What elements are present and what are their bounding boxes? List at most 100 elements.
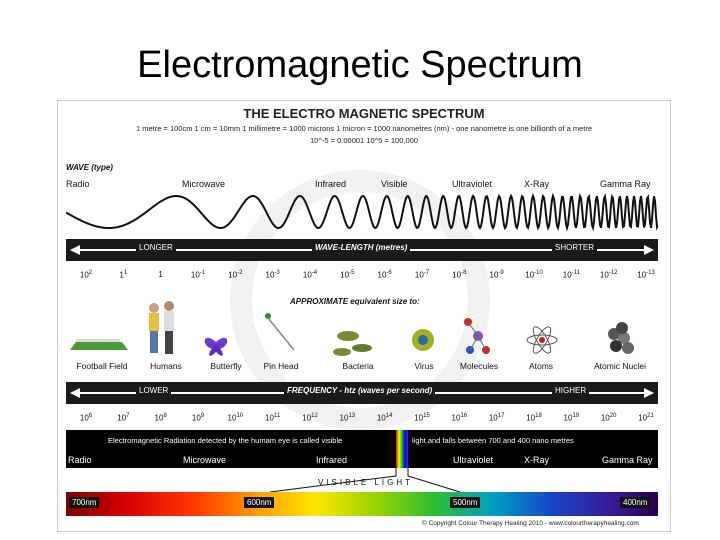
object-label-bacteria: Bacteria bbox=[342, 361, 374, 371]
bacteria-icon bbox=[333, 331, 372, 356]
wavelength-tick-10: 10-8 bbox=[452, 270, 467, 280]
wavelength-shorter: SHORTER bbox=[552, 243, 597, 252]
size-label: APPROXIMATE equivalent size to: bbox=[290, 297, 420, 306]
frequency-tick-5: 1011 bbox=[265, 413, 281, 423]
frequency-tick-15: 1021 bbox=[638, 413, 654, 423]
eye-text-left: Electromagnetic Radiation detected by th… bbox=[108, 436, 343, 445]
spectrum-poster bbox=[57, 100, 671, 532]
frequency-band: LOWER FREQUENCY - htz (waves per second)… bbox=[66, 382, 658, 404]
powers-line: 10^-5 = 0.00001 10^5 = 100,000 bbox=[310, 136, 418, 145]
poster-border bbox=[57, 100, 671, 532]
visible-light-bracket bbox=[270, 468, 460, 493]
wavelength-tick-6: 10-4 bbox=[302, 270, 318, 280]
wavelength-tick-14: 10-12 bbox=[599, 270, 618, 280]
object-label-molecules: Molecules bbox=[459, 361, 499, 371]
arrow-right-icon bbox=[644, 245, 654, 255]
frequency-tick-11: 1017 bbox=[488, 413, 505, 423]
frequency-title: FREQUENCY - htz (waves per second) bbox=[284, 386, 436, 395]
size-objects bbox=[70, 301, 634, 356]
wavelength-tick-12: 10-10 bbox=[525, 270, 543, 280]
eye-band-xray: X-Ray bbox=[524, 455, 550, 465]
poster-title: THE ELECTRO MAGNETIC SPECTRUM bbox=[243, 106, 485, 121]
nm-700: 700nm bbox=[69, 497, 100, 508]
frequency-tick-8: 1014 bbox=[376, 413, 393, 423]
frequency-tick-6: 1012 bbox=[302, 413, 318, 423]
wave-type-infrared: Infrared bbox=[315, 179, 347, 189]
wavelength-ticks: 102 11 1 10-1 10-2 10-3 10-4 10-5 10-6 10-7 10-8 10… bbox=[66, 270, 658, 290]
visible-window bbox=[396, 430, 408, 468]
butterfly-icon bbox=[204, 337, 228, 356]
football-field-icon bbox=[70, 339, 128, 350]
arrow-left-icon bbox=[70, 388, 80, 398]
humans-icon bbox=[149, 301, 174, 354]
frequency-higher: HIGHER bbox=[552, 386, 590, 395]
frequency-tick-3: 109 bbox=[191, 413, 205, 423]
wavelength-tick-1: 11 bbox=[119, 270, 128, 280]
wavelength-tick-8: 10-6 bbox=[377, 270, 392, 280]
wave-type-xray: X-Ray bbox=[524, 179, 550, 189]
frequency-tick-12: 1018 bbox=[526, 413, 542, 423]
eye-band-radio: Radio bbox=[68, 455, 92, 465]
wave-type-gamma: Gamma Ray bbox=[600, 179, 651, 189]
wavelength-tick-15: 10-13 bbox=[637, 270, 655, 280]
visible-light-label: VISIBLE LIGHT bbox=[318, 478, 414, 487]
frequency-tick-9: 1015 bbox=[414, 413, 430, 423]
wavelength-tick-0: 102 bbox=[79, 270, 93, 280]
wave-type-ultraviolet: Ultraviolet bbox=[452, 179, 493, 189]
wavelength-tick-11: 10-9 bbox=[489, 270, 504, 280]
eye-band-ultraviolet: Ultraviolet bbox=[453, 455, 494, 465]
frequency-tick-10: 1016 bbox=[451, 413, 468, 423]
object-label-atoms: Atoms bbox=[528, 361, 554, 371]
wave-line bbox=[66, 192, 658, 232]
object-label-virus: Virus bbox=[414, 361, 434, 371]
molecules-icon bbox=[464, 318, 490, 354]
visible-light-bar bbox=[66, 430, 658, 468]
copyright-text: © Copyright Colour Therapy Healing 2010 … bbox=[422, 520, 639, 527]
wavelength-tick-7: 10-5 bbox=[340, 270, 355, 280]
wave-graphic bbox=[66, 192, 658, 232]
wavelength-band: LONGER WAVE-LENGTH (metres) SHORTER bbox=[66, 239, 658, 261]
wavelength-tick-9: 10-7 bbox=[414, 270, 430, 280]
wavelength-title: WAVE-LENGTH (metres) bbox=[312, 243, 411, 252]
nm-600: 600nm bbox=[244, 497, 275, 508]
atomic-nuclei-icon bbox=[608, 322, 634, 354]
frequency-tick-14: 1020 bbox=[600, 413, 617, 423]
object-label-atomic-nuclei: Atomic Nuclei bbox=[594, 361, 646, 371]
slide-title: Electromagnetic Spectrum bbox=[137, 44, 583, 86]
object-label-football-field: Football Field bbox=[76, 361, 128, 371]
wavelength-tick-2: 1 bbox=[158, 270, 163, 279]
eye-band-infrared: Infrared bbox=[316, 455, 348, 465]
wavelength-tick-5: 10-3 bbox=[265, 270, 280, 280]
frequency-lower: LOWER bbox=[136, 386, 172, 395]
atoms-icon bbox=[526, 326, 558, 354]
pin-head-icon bbox=[265, 313, 295, 351]
frequency-tick-4: 1010 bbox=[227, 413, 244, 423]
wave-type-visible: Visible bbox=[381, 179, 408, 189]
wavelength-tick-3: 10-1 bbox=[190, 270, 206, 280]
wavelength-tick-13: 10-11 bbox=[562, 270, 580, 280]
poster-header: THE ELECTRO MAGNETIC SPECTRUM 1 metre = … bbox=[60, 102, 668, 152]
nm-400: 400nm bbox=[620, 497, 651, 508]
wave-type-radio: Radio bbox=[66, 179, 90, 189]
visible-spectrum-gradient bbox=[66, 492, 658, 516]
wave-type-label: WAVE (type) bbox=[66, 163, 113, 172]
object-label-butterfly: Butterfly bbox=[210, 361, 242, 371]
frequency-tick-13: 1019 bbox=[563, 413, 580, 423]
frequency-tick-0: 106 bbox=[79, 413, 93, 423]
eye-text-right: light and falls between 700 and 400 nano… bbox=[412, 436, 574, 445]
nm-500: 500nm bbox=[450, 497, 481, 508]
frequency-tick-2: 108 bbox=[154, 413, 167, 423]
eye-band-gamma: Gamma Ray bbox=[602, 455, 653, 465]
wavelength-longer: LONGER bbox=[136, 243, 176, 252]
eye-band-microwave: Microwave bbox=[183, 455, 227, 465]
frequency-tick-7: 1013 bbox=[339, 413, 356, 423]
arrow-left-icon bbox=[70, 245, 80, 255]
frequency-ticks: 106 107 108 109 1010 1011 1012 1013 1014 1015 1016… bbox=[66, 413, 658, 433]
virus-icon bbox=[412, 329, 434, 351]
units-line: 1 metre = 100cm 1 cm = 10mm 1 millimetre… bbox=[135, 124, 593, 133]
arrow-right-icon bbox=[644, 388, 654, 398]
wavelength-tick-4: 10-2 bbox=[228, 270, 243, 280]
frequency-tick-1: 107 bbox=[117, 413, 130, 423]
object-label-pin-head: Pin Head bbox=[263, 361, 299, 371]
wave-type-microwave: Microwave bbox=[182, 179, 226, 189]
